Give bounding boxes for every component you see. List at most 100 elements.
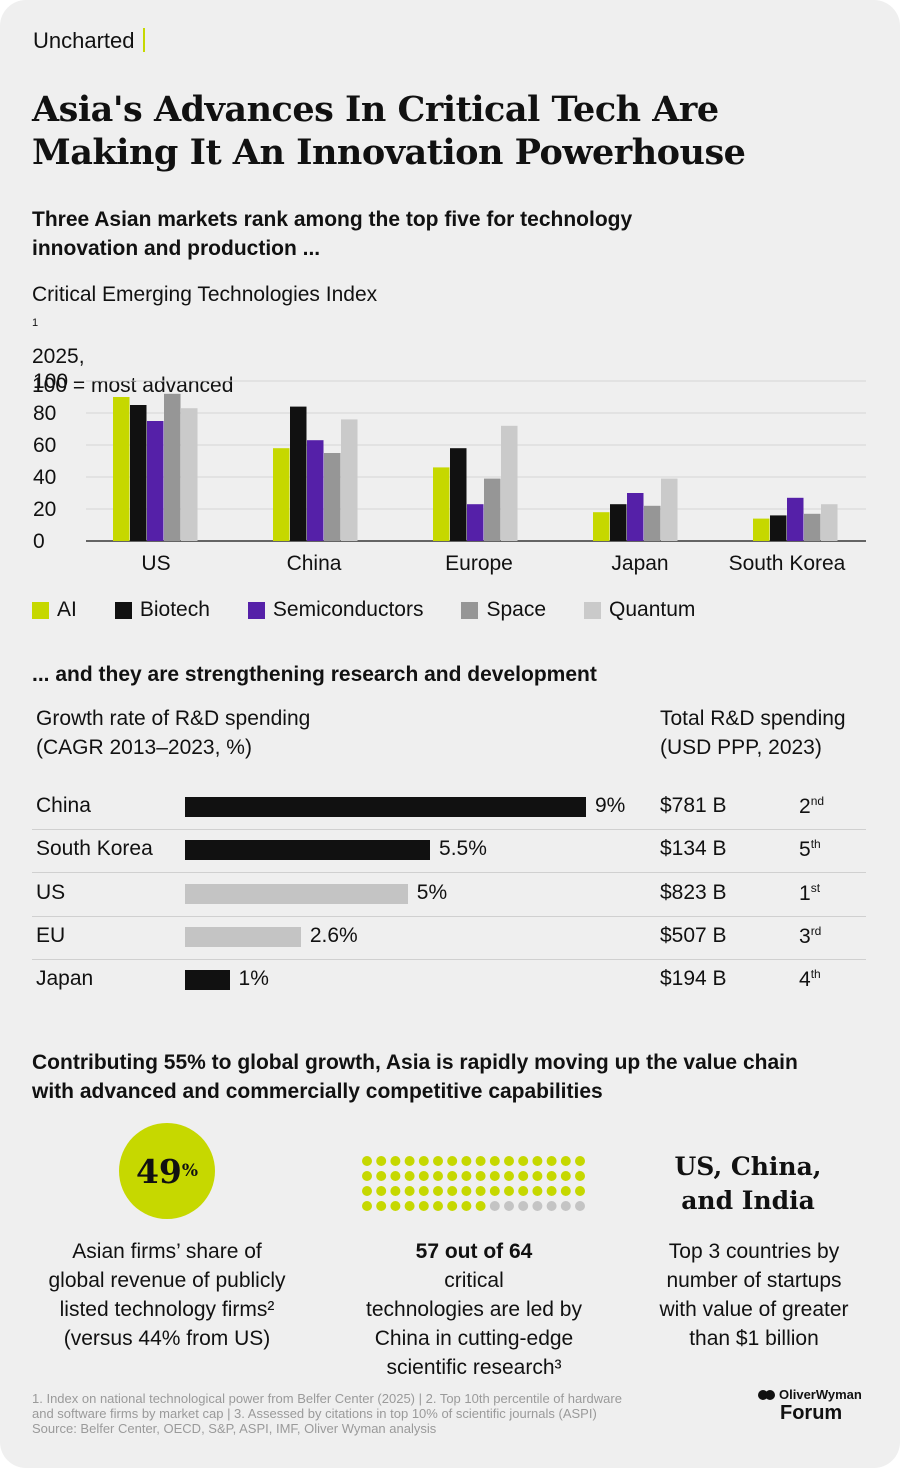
stat3-big-line-1: US, China, xyxy=(674,1152,822,1181)
dot xyxy=(532,1156,543,1166)
logo-top-text: OliverWyman xyxy=(779,1387,862,1402)
bar-quantum-china xyxy=(341,419,358,541)
bar-ai-china xyxy=(273,448,290,541)
legend-swatch xyxy=(584,601,602,619)
dot xyxy=(362,1156,372,1166)
dot xyxy=(575,1156,585,1166)
rd-total-spending: $781 B xyxy=(660,794,727,817)
section3-heading-line-1: Contributing 55% to global growth, Asia … xyxy=(32,1051,798,1074)
rd-row-south-korea: South Korea 5.5% $134 B 5th xyxy=(32,829,866,874)
y-tick-label: 80 xyxy=(33,402,56,425)
rd-row-japan: Japan 1% $194 B 4th xyxy=(32,959,866,1002)
dot xyxy=(461,1171,472,1181)
chart-subtitle-text: Critical Emerging Technologies Index xyxy=(32,283,378,306)
rd-country-label: EU xyxy=(36,923,66,947)
tech-index-bar-chart: 100 80 60 40 20 0 US China Europe Japan South Kore… xyxy=(33,370,866,575)
dot xyxy=(489,1171,500,1181)
rd-row-us: US 5% $823 B 1st xyxy=(32,873,866,917)
rd-growth-value: 9% xyxy=(595,794,626,817)
bar-biotech-south-korea xyxy=(770,515,787,541)
stat3-line-2: number of startups xyxy=(666,1269,842,1292)
rd-country-label: South Korea xyxy=(36,837,153,861)
rd-total-spending: $194 B xyxy=(660,967,727,991)
dot xyxy=(447,1201,458,1211)
total-spending-header-line-2: (USD PPP, 2023) xyxy=(660,736,822,759)
legend-swatch xyxy=(461,601,479,619)
y-tick-label: 40 xyxy=(33,466,56,489)
bar-ai-europe xyxy=(433,467,450,541)
dot xyxy=(461,1201,472,1211)
legend-label: Space xyxy=(486,598,547,621)
brand-accent-bar xyxy=(142,28,145,52)
footnote-line-2: and software firms by market cap | 3. As… xyxy=(32,1406,597,1421)
dot xyxy=(546,1186,557,1196)
growth-rate-header: Growth rate of R&D spending (CAGR 2013–2… xyxy=(36,704,310,762)
dot xyxy=(376,1186,387,1196)
y-tick-label: 100 xyxy=(33,370,68,393)
section2-heading: ... and they are strengthening research … xyxy=(32,663,597,686)
bar-space-china xyxy=(324,453,341,541)
stat-circle-49: 49% xyxy=(119,1123,215,1219)
legend-label: AI xyxy=(57,598,77,621)
dot xyxy=(362,1201,372,1211)
dot xyxy=(575,1171,585,1181)
rd-row-eu: EU 2.6% $507 B 3rd xyxy=(32,916,866,960)
section1-heading-line-1: Three Asian markets rank among the top f… xyxy=(32,208,633,231)
bar-semiconductors-china xyxy=(307,440,324,541)
logo-bottom-text: Forum xyxy=(780,1402,843,1424)
oliver-wyman-forum-logo: OliverWyman Forum xyxy=(758,1387,868,1424)
page-title: Asia's Advances In Critical Tech Are Mak… xyxy=(32,88,872,174)
legend-swatch xyxy=(32,601,49,619)
dot xyxy=(546,1156,557,1166)
rd-growth-bar xyxy=(185,840,431,861)
dot xyxy=(447,1186,458,1196)
rd-total-spending: $134 B xyxy=(660,837,727,861)
bar-space-europe xyxy=(484,478,501,541)
rd-total-spending: $823 B xyxy=(660,880,727,904)
dot xyxy=(489,1201,500,1211)
x-tick-label: South Korea xyxy=(729,552,846,575)
rd-growth-value: 2.6% xyxy=(309,923,358,947)
dot xyxy=(489,1186,500,1196)
dot xyxy=(404,1171,415,1181)
stat1-unit: % xyxy=(181,1161,199,1181)
rd-growth-bar xyxy=(185,883,408,904)
bar-quantum-japan xyxy=(661,478,678,541)
dot xyxy=(390,1171,401,1181)
legend-label: Semiconductors xyxy=(272,598,424,621)
rd-growth-bar xyxy=(185,797,586,817)
dot xyxy=(418,1156,429,1166)
bar-biotech-japan xyxy=(610,504,627,541)
rd-rank: 4th xyxy=(799,967,821,992)
dot xyxy=(532,1186,543,1196)
footnotes: 1. Index on national technological power… xyxy=(32,1391,722,1436)
x-tick-label: Europe xyxy=(445,552,513,575)
chart-legend: AI Biotech Semiconductors Space Quantum xyxy=(32,598,733,622)
rd-country-label: Japan xyxy=(36,967,94,991)
bar-space-japan xyxy=(644,505,661,541)
title-line-2: Making It An Innovation Powerhouse xyxy=(32,132,746,173)
dot xyxy=(518,1201,529,1211)
legend-item-ai: AI xyxy=(32,598,77,622)
stat1-line-3: listed technology firms² xyxy=(59,1298,275,1321)
rd-rank: 1st xyxy=(799,880,821,905)
dot xyxy=(575,1201,585,1211)
dot xyxy=(475,1186,486,1196)
bar-semiconductors-south-korea xyxy=(787,497,804,541)
dot xyxy=(447,1171,458,1181)
rd-row-china: China 9% $781 B 2nd xyxy=(32,786,866,830)
dot xyxy=(418,1186,429,1196)
dot xyxy=(560,1186,571,1196)
dot xyxy=(560,1156,571,1166)
stat3-line-4: than $1 billion xyxy=(689,1327,819,1350)
bar-biotech-us xyxy=(130,405,147,541)
stat2-line-4: scientific research³ xyxy=(386,1356,562,1379)
dot xyxy=(376,1201,387,1211)
stat2-description: 57 out of 64 critical technologies are l… xyxy=(329,1237,619,1382)
stat3-big-line-2: and India xyxy=(681,1186,815,1215)
legend-item-space: Space xyxy=(461,598,546,622)
bar-ai-us xyxy=(113,397,130,541)
rd-growth-bar xyxy=(185,926,301,947)
legend-swatch xyxy=(114,601,132,619)
dot xyxy=(404,1201,415,1211)
